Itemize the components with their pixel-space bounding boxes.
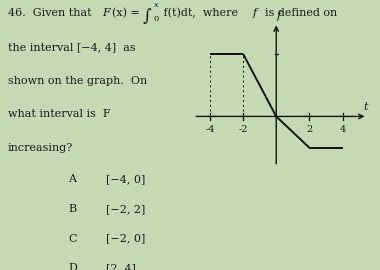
Text: 46.  Given that: 46. Given that <box>8 8 95 18</box>
Text: increasing?: increasing? <box>8 143 73 153</box>
Text: x: x <box>154 1 159 9</box>
Text: 2: 2 <box>306 125 312 134</box>
Text: f: f <box>277 11 281 21</box>
Text: [2, 4]: [2, 4] <box>106 263 136 270</box>
Text: is defined on: is defined on <box>258 8 337 18</box>
Text: 4: 4 <box>339 125 346 134</box>
Text: (x) =: (x) = <box>112 8 144 18</box>
Text: B: B <box>68 204 76 214</box>
Text: the interval [−4, 4]  as: the interval [−4, 4] as <box>8 42 135 52</box>
Text: [−2, 2]: [−2, 2] <box>106 204 146 214</box>
Text: -2: -2 <box>238 125 248 134</box>
Text: A: A <box>68 174 76 184</box>
Text: 0: 0 <box>153 15 158 23</box>
Text: [−4, 0]: [−4, 0] <box>106 174 146 184</box>
Text: [−2, 0]: [−2, 0] <box>106 234 146 244</box>
Text: what interval is  F: what interval is F <box>8 109 110 119</box>
Text: ∫: ∫ <box>142 8 151 25</box>
Text: f(t)dt,  where: f(t)dt, where <box>160 8 242 18</box>
Text: F: F <box>103 8 110 18</box>
Text: -4: -4 <box>205 125 215 134</box>
Text: t: t <box>364 102 368 112</box>
Text: D: D <box>68 263 77 270</box>
Text: C: C <box>68 234 77 244</box>
Text: shown on the graph.  On: shown on the graph. On <box>8 76 147 86</box>
Text: f: f <box>253 8 257 18</box>
